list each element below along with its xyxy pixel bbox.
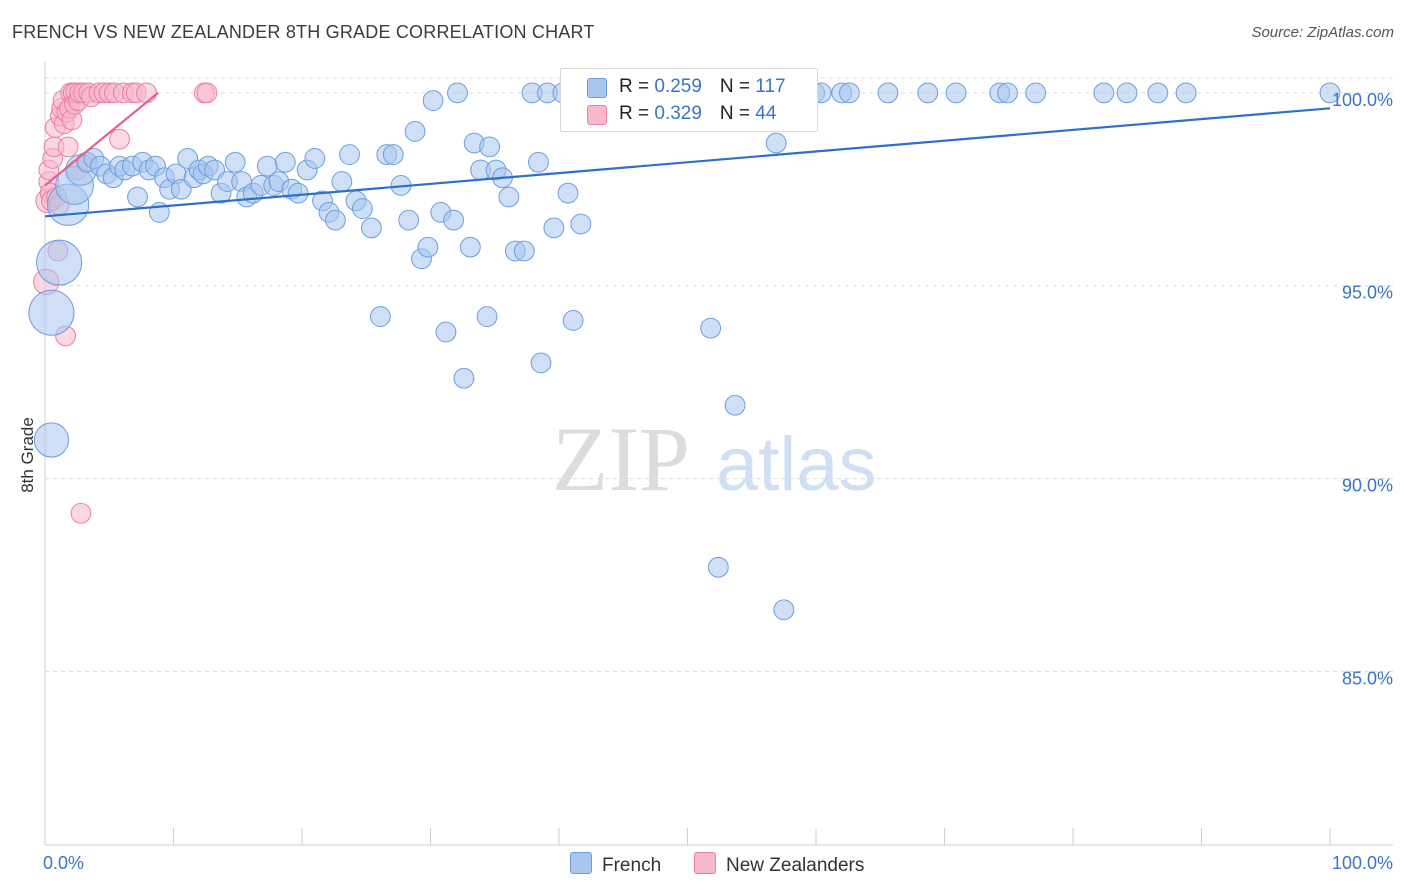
french-point xyxy=(453,367,475,389)
chart-title: FRENCH VS NEW ZEALANDER 8TH GRADE CORREL… xyxy=(12,22,595,42)
bottom-legend-nz-label: New Zealanders xyxy=(726,855,865,876)
legend-french-n: 117 xyxy=(755,76,786,97)
legend-swatch-nz xyxy=(587,105,607,125)
bottom-legend-nz[interactable]: New Zealanders xyxy=(694,852,864,877)
legend-n-label: N = xyxy=(719,76,756,97)
french-point xyxy=(1175,82,1197,104)
french-point xyxy=(274,151,296,173)
gridlines xyxy=(45,77,1393,672)
french-point xyxy=(557,182,579,204)
legend-r-label: R = xyxy=(619,103,655,124)
watermark-zip: ZIP xyxy=(552,408,690,510)
french-point xyxy=(479,136,501,158)
legend-nz-r: 0.329 xyxy=(654,103,702,124)
nz-swatch-icon xyxy=(694,852,716,874)
french-point xyxy=(707,556,729,578)
french-point xyxy=(562,310,584,331)
french-point xyxy=(765,132,787,154)
french-point xyxy=(997,82,1018,104)
french-swatch-icon xyxy=(570,852,592,874)
french-point xyxy=(570,213,592,235)
french-point xyxy=(724,394,746,416)
legend-french-r: 0.259 xyxy=(654,76,702,97)
french-point xyxy=(773,599,795,621)
trend-line-french xyxy=(44,107,1331,218)
french-point xyxy=(877,82,899,104)
french-point xyxy=(513,240,535,262)
french-point xyxy=(28,289,75,336)
french-point xyxy=(351,198,373,219)
french-point xyxy=(839,82,860,104)
french-point xyxy=(287,182,309,204)
tick-labels: 85.0% 90.0% 95.0% 100.0% 0.0% 100.0% xyxy=(43,90,1393,873)
french-point xyxy=(325,209,346,231)
french-point xyxy=(339,144,360,165)
bottom-legend-french-label: French xyxy=(602,855,662,876)
legend-n-label: N = xyxy=(719,103,756,124)
french-point xyxy=(36,239,83,286)
french-point xyxy=(331,171,353,192)
legend-swatch-french xyxy=(587,78,607,98)
nz-point xyxy=(109,128,130,150)
french-point xyxy=(404,121,426,142)
french-point xyxy=(360,217,382,239)
y-axis-label: 8th Grade xyxy=(18,417,37,493)
french-point xyxy=(447,82,468,104)
y-tick-label: 95.0% xyxy=(1342,283,1393,303)
french-point xyxy=(417,236,439,258)
y-tick-label: 90.0% xyxy=(1342,476,1393,496)
y-tick-label: 100.0% xyxy=(1332,90,1393,110)
french-point xyxy=(498,186,520,208)
legend-row-nz: R = 0.329 N = 44 xyxy=(619,103,776,125)
french-point xyxy=(528,151,549,173)
nz-point xyxy=(57,136,79,158)
french-point xyxy=(435,321,457,343)
french-point xyxy=(398,209,420,231)
french-point xyxy=(127,186,148,208)
correlation-legend: R = 0.259 N = 117 R = 0.329 N = 44 xyxy=(560,68,818,132)
nz-point xyxy=(196,82,218,104)
trend-lines xyxy=(44,92,1331,218)
french-point xyxy=(530,352,552,374)
french-point xyxy=(945,82,967,104)
french-point xyxy=(700,317,722,339)
french-point xyxy=(382,144,404,165)
french-point xyxy=(369,306,391,327)
nz-point xyxy=(70,502,92,524)
french-point xyxy=(304,148,326,169)
watermark-atlas: atlas xyxy=(716,422,877,507)
french-point xyxy=(1025,82,1047,104)
watermark: ZIP atlas xyxy=(552,408,877,510)
french-point xyxy=(33,422,70,458)
trend-line-nz xyxy=(44,92,159,187)
french-point xyxy=(443,209,465,231)
french-point xyxy=(1147,82,1169,104)
french-point xyxy=(224,151,246,173)
source-label: Source: ZipAtlas.com xyxy=(1251,24,1394,41)
french-point xyxy=(1319,82,1341,104)
nz-point xyxy=(136,82,157,104)
french-point xyxy=(422,90,444,111)
french-point xyxy=(917,82,939,104)
x-tick-label-max: 100.0% xyxy=(1332,853,1393,873)
french-point xyxy=(459,236,481,258)
french-point xyxy=(476,306,498,327)
legend-row-french: R = 0.259 N = 117 xyxy=(619,76,786,98)
french-point xyxy=(1116,82,1138,104)
french-point xyxy=(543,217,565,239)
y-tick-label: 85.0% xyxy=(1342,668,1393,688)
legend-r-label: R = xyxy=(619,76,655,97)
legend-nz-n: 44 xyxy=(755,103,777,124)
french-point xyxy=(1093,82,1115,104)
bottom-legend-french[interactable]: French xyxy=(570,852,661,877)
x-tick-label-min: 0.0% xyxy=(43,853,84,873)
